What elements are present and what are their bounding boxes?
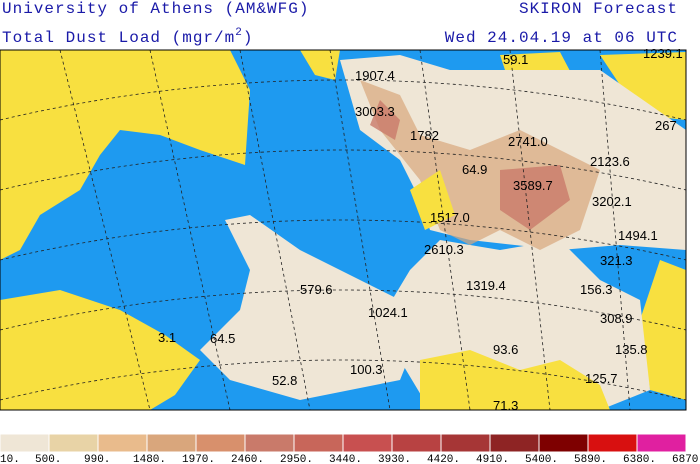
legend-swatch (97, 433, 148, 453)
value-label: 125.7 (585, 371, 618, 386)
legend-label: 3440. (329, 454, 362, 464)
value-label: 3.1 (158, 330, 176, 345)
value-label: 59.1 (503, 52, 528, 67)
value-label: 156.3 (580, 282, 613, 297)
value-label: 3003.3 (355, 104, 395, 119)
legend: 10. 500. 990. 1480. 1970. 2460. 2950. 3440. 3930… (0, 433, 700, 464)
south-america (0, 290, 200, 410)
legend-swatch (146, 433, 197, 453)
value-labels: 1907.4 59.1 1239.1 3003.3 1782 2741.0 267 2123.… (158, 46, 683, 413)
legend-label: 4420. (427, 454, 460, 464)
legend-label: 990. (84, 454, 110, 464)
value-label: 93.6 (493, 342, 518, 357)
value-label: 1239.1 (643, 46, 683, 61)
legend-label: 2950. (280, 454, 313, 464)
map: 1907.4 59.1 1239.1 3003.3 1782 2741.0 267 2123.… (0, 46, 687, 413)
legend-label: 6380. (623, 454, 656, 464)
map-frame (0, 49, 687, 411)
value-label: 135.8 (615, 342, 648, 357)
north-america (0, 50, 250, 260)
value-label: 1907.4 (355, 68, 395, 83)
legend-label: 6870. (672, 454, 700, 464)
title-text: Total Dust Load (mgr/m (2, 29, 235, 47)
value-label: 1319.4 (466, 278, 506, 293)
value-label: 100.3 (350, 362, 383, 377)
value-label: 1024.1 (368, 305, 408, 320)
legend-label: 500. (35, 454, 61, 464)
value-label: 1517.0 (430, 210, 470, 225)
value-label: 2610.3 (424, 242, 464, 257)
value-label: 52.8 (272, 373, 297, 388)
legend-swatch (489, 433, 540, 453)
legend-label: 5400. (525, 454, 558, 464)
value-label: 1782 (410, 128, 439, 143)
value-label: 308.9 (600, 311, 633, 326)
legend-swatch (440, 433, 491, 453)
title-close: ) (243, 29, 254, 47)
value-label: 2741.0 (508, 134, 548, 149)
value-label: 71.3 (493, 398, 518, 413)
legend-swatch (391, 433, 442, 453)
value-label: 2123.6 (590, 154, 630, 169)
value-label: 64.5 (210, 331, 235, 346)
value-label: 267 (655, 118, 677, 133)
arabia (640, 260, 686, 400)
value-label: 1494.1 (618, 228, 658, 243)
value-label: 3202.1 (592, 194, 632, 209)
legend-swatch (342, 433, 393, 453)
dust-peak (370, 100, 570, 230)
legend-swatch (587, 433, 638, 453)
value-label: 321.3 (600, 253, 633, 268)
value-label: 64.9 (462, 162, 487, 177)
dust-atlantic (200, 215, 420, 400)
legend-swatch (195, 433, 246, 453)
legend-label: 4910. (476, 454, 509, 464)
legend-swatch (538, 433, 589, 453)
value-label: 579.6 (300, 282, 333, 297)
title-sup: 2 (235, 27, 243, 39)
value-label: 3589.7 (513, 178, 553, 193)
northern-land (300, 50, 686, 130)
legend-label: 10. (0, 454, 20, 464)
institution: University of Athens (AM&WFG) (2, 0, 309, 18)
legend-label: 2460. (231, 454, 264, 464)
legend-label: 5890. (574, 454, 607, 464)
map-title: Total Dust Load (mgr/m2) (2, 27, 253, 47)
legend-swatch (293, 433, 344, 453)
legend-swatch (0, 433, 50, 453)
valid-time: Wed 24.04.19 at 06 UTC (445, 29, 678, 47)
legend-swatch (244, 433, 295, 453)
legend-label: 1480. (133, 454, 166, 464)
iberia (410, 170, 455, 230)
legend-swatch (48, 433, 99, 453)
graticule (0, 49, 687, 411)
legend-label: 3930. (378, 454, 411, 464)
forecast: SKIRON Forecast (519, 0, 678, 18)
legend-swatch (636, 433, 687, 453)
legend-label: 1970. (182, 454, 215, 464)
